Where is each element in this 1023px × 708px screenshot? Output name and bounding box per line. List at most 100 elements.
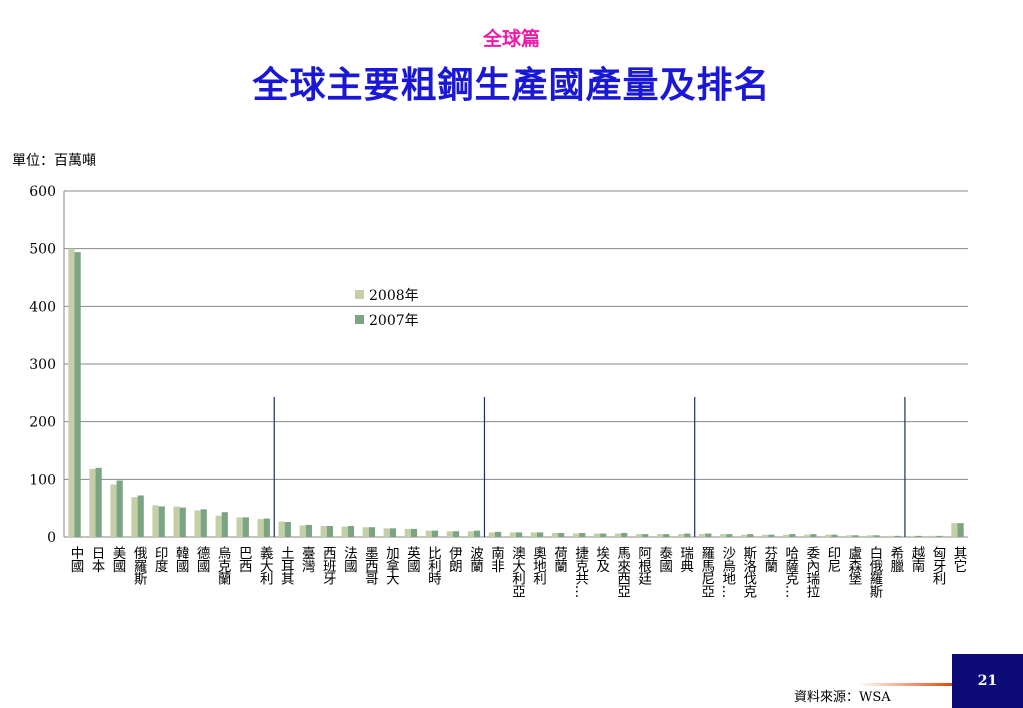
y-tick-label: 400 <box>29 299 56 315</box>
bar-2007 <box>558 532 565 537</box>
chapter-subtitle: 全球篇 <box>482 28 540 50</box>
bar-2008 <box>446 531 453 537</box>
x-tick-label: 斯洛伐克 <box>740 546 757 600</box>
bar-2007 <box>768 534 775 537</box>
x-tick-label: 芬蘭 <box>761 546 778 573</box>
bar-2007 <box>936 535 943 537</box>
x-tick-label: 巴西 <box>236 546 253 573</box>
legend-swatch <box>355 290 364 299</box>
bar-2008 <box>741 534 748 537</box>
bar-2008 <box>89 468 96 537</box>
page-number: 21 <box>952 654 1023 708</box>
bar-2008 <box>614 533 622 537</box>
bar-2007 <box>705 533 712 537</box>
bar-2007 <box>326 526 333 537</box>
bar-2008 <box>110 484 117 537</box>
legend-entry: 2008年 <box>369 288 419 304</box>
bar-2008 <box>699 534 706 537</box>
bar-2007 <box>726 534 733 537</box>
bar-2008 <box>572 533 580 537</box>
bar-2007 <box>915 535 922 537</box>
bar-2008 <box>131 497 138 537</box>
x-tick-label: 印度 <box>152 546 169 573</box>
x-tick-label: 羅馬尼亞 <box>698 546 715 598</box>
x-tick-label: 白俄羅斯 <box>866 546 883 600</box>
bar-2008 <box>783 534 790 537</box>
bar-2007 <box>158 506 165 537</box>
bar-2008 <box>278 521 285 537</box>
bar-2007 <box>452 531 460 537</box>
bar-2007 <box>957 523 964 537</box>
x-tick-label: 烏克蘭 <box>215 545 232 586</box>
x-tick-label: 土耳其 <box>278 546 295 586</box>
bar-2008 <box>257 519 264 537</box>
bar-2007 <box>347 526 355 537</box>
bar-2008 <box>215 515 222 537</box>
legend-entry: 2007年 <box>369 313 419 329</box>
bar-2007 <box>179 507 186 537</box>
y-tick-label: 0 <box>47 530 56 546</box>
x-tick-label: 委內瑞拉 <box>803 546 820 599</box>
decorative-line <box>858 683 952 686</box>
x-tick-label: 義大利 <box>257 545 274 586</box>
bar-2008 <box>888 535 895 537</box>
bar-2008 <box>762 534 769 537</box>
bar-2008 <box>299 525 306 537</box>
x-tick-label: 西班牙 <box>320 546 337 587</box>
bar-2008 <box>152 505 159 537</box>
bar-2008 <box>656 534 664 537</box>
x-tick-label: 瑞典 <box>677 546 694 573</box>
bar-2007 <box>410 528 418 537</box>
source-note: 資料來源：WSA <box>794 690 891 705</box>
x-tick-label: 匈牙利 <box>929 546 946 586</box>
bar-2008 <box>425 530 432 537</box>
x-tick-label: 其它 <box>950 546 967 572</box>
bar-2007 <box>516 532 523 537</box>
bar-2008 <box>551 532 559 537</box>
bar-2007 <box>537 532 544 537</box>
bar-2007 <box>95 467 102 537</box>
x-tick-label: 捷克共… <box>572 546 589 598</box>
x-tick-label: 英國 <box>404 545 421 573</box>
x-tick-label: 比利時 <box>425 546 442 586</box>
x-tick-label: 沙烏地… <box>719 546 736 598</box>
x-tick-label: 波蘭 <box>467 546 484 573</box>
bar-2008 <box>509 532 516 537</box>
bar-2007 <box>747 534 754 537</box>
bar-2007 <box>621 532 628 537</box>
x-tick-label: 荷蘭 <box>551 546 568 573</box>
x-tick-label: 法國 <box>341 546 358 573</box>
bar-2008 <box>951 523 958 537</box>
bar-2007 <box>494 531 502 537</box>
bar-2007 <box>305 524 312 537</box>
bar-2007 <box>663 534 670 537</box>
bar-2008 <box>362 527 369 537</box>
bar-2007 <box>810 534 817 537</box>
bar-2008 <box>320 526 327 537</box>
y-tick-label: 500 <box>29 242 56 258</box>
bar-2008 <box>825 534 832 537</box>
x-tick-label: 阿根廷 <box>635 546 652 586</box>
bar-2007 <box>263 518 270 537</box>
bar-2008 <box>867 535 874 537</box>
x-tick-label: 埃及 <box>593 546 610 573</box>
x-tick-label: 臺灣 <box>299 546 316 573</box>
bar-2008 <box>846 535 853 537</box>
x-tick-label: 印尼 <box>824 546 841 573</box>
x-tick-label: 馬來西亞 <box>614 546 631 598</box>
bar-2007 <box>221 512 228 537</box>
x-tick-label: 德國 <box>194 546 211 573</box>
x-tick-label: 盧森堡 <box>845 546 862 585</box>
bar-2008 <box>720 534 727 537</box>
bar-2007 <box>137 495 144 537</box>
bar-2008 <box>677 534 685 537</box>
legend-swatch <box>355 315 364 324</box>
bar-2008 <box>488 532 495 537</box>
bar-2007 <box>200 509 207 537</box>
x-tick-label: 越南 <box>908 546 925 573</box>
bar-2007 <box>642 534 649 537</box>
bar-2007 <box>684 533 691 537</box>
bar-2007 <box>852 535 859 537</box>
y-tick-label: 200 <box>29 415 56 431</box>
x-tick-label: 澳大利亞 <box>509 546 526 598</box>
